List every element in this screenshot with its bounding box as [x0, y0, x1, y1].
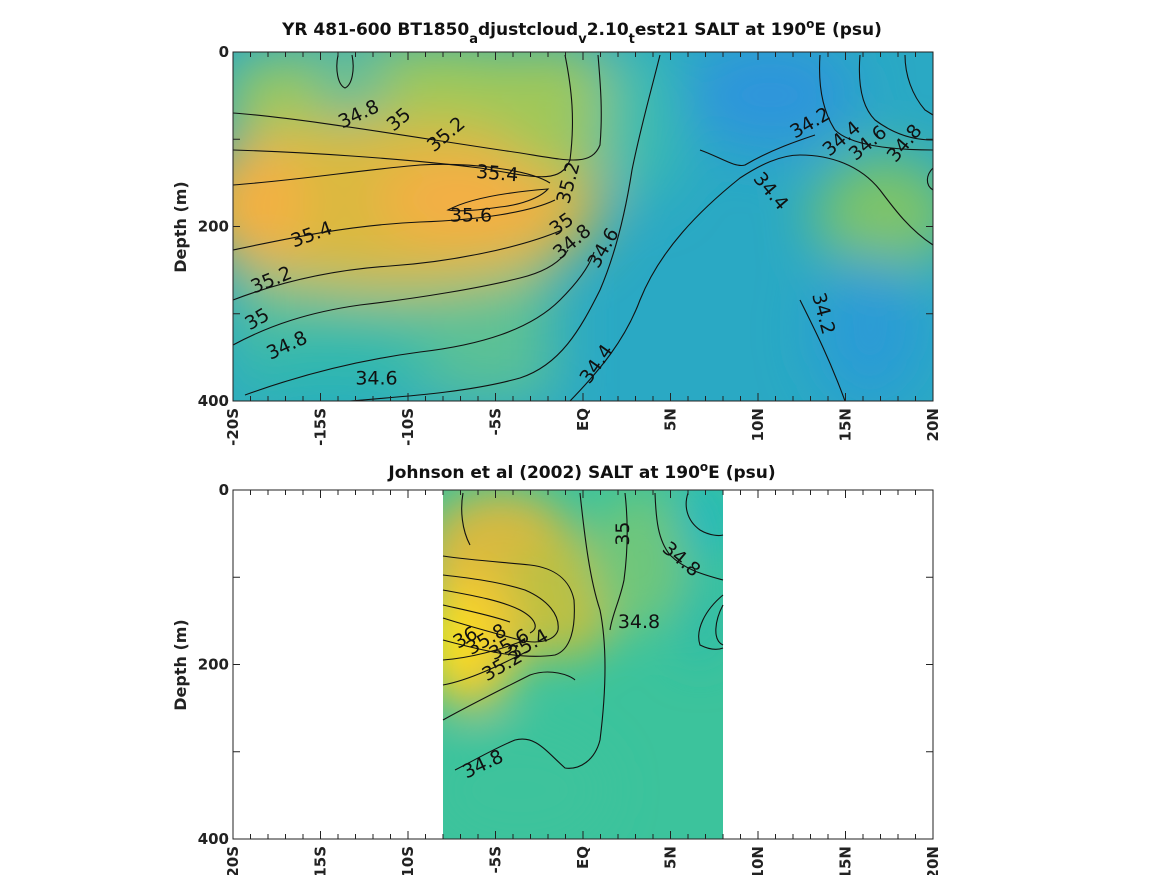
x-tick-label: -5S — [487, 408, 505, 435]
contour-label: 34.8 — [618, 611, 660, 633]
x-tick-label: 15N — [837, 408, 855, 441]
x-tick-label: -10S — [399, 846, 417, 875]
panel-2-x-axis: -20S -15S -10S -5S EQ 5N 10N 15N 20N — [224, 490, 942, 875]
x-tick-label: 10N — [749, 408, 767, 441]
x-tick-label: EQ — [574, 846, 592, 869]
panel-2-contours — [442, 492, 724, 771]
x-tick-label: 20N — [924, 408, 942, 441]
x-tick-label: -20S — [224, 408, 242, 446]
panel-2: Johnson et al (2002) SALT at 190oE (psu) — [171, 460, 942, 875]
y-tick-label: 0 — [219, 481, 229, 499]
x-tick-label: 5N — [662, 846, 680, 869]
x-tick-label: -10S — [399, 408, 417, 446]
x-tick-label: -20S — [224, 846, 242, 875]
panel-1: YR 481-600 BT1850adjustcloudv2.10test21 … — [171, 17, 942, 446]
contour-label: 34.6 — [355, 368, 397, 390]
contour-label: 35 — [612, 522, 634, 546]
panel-1-x-axis: -20S -15S -10S -5S EQ 5N 10N 15N 20N — [224, 52, 942, 446]
panel-1-title: YR 481-600 BT1850adjustcloudv2.10test21 … — [281, 17, 882, 47]
x-tick-label: EQ — [574, 408, 592, 431]
x-tick-label: 10N — [749, 846, 767, 875]
x-tick-label: 5N — [662, 408, 680, 431]
panel-2-title: Johnson et al (2002) SALT at 190oE (psu) — [387, 460, 775, 483]
x-tick-label: -15S — [312, 408, 330, 446]
x-tick-label: 20N — [924, 846, 942, 875]
x-tick-label: -15S — [312, 846, 330, 875]
y-tick-label: 0 — [219, 43, 229, 61]
y-tick-label: 200 — [198, 656, 229, 674]
panel-2-y-label: Depth (m) — [171, 619, 190, 711]
y-tick-label: 400 — [198, 392, 229, 410]
panel-2-heatmap — [443, 490, 723, 839]
x-tick-label: 15N — [837, 846, 855, 875]
y-tick-label: 400 — [198, 830, 229, 848]
contour-label: 35.6 — [450, 205, 492, 227]
panel-1-y-axis: 0 200 400 — [198, 43, 933, 410]
x-tick-label: -5S — [487, 846, 505, 873]
panel-1-y-label: Depth (m) — [171, 181, 190, 273]
y-tick-label: 200 — [198, 218, 229, 236]
panel-1-contours — [232, 54, 934, 402]
contour-label: 35.4 — [475, 161, 519, 187]
panel-2-y-axis: 0 200 400 — [198, 481, 933, 848]
